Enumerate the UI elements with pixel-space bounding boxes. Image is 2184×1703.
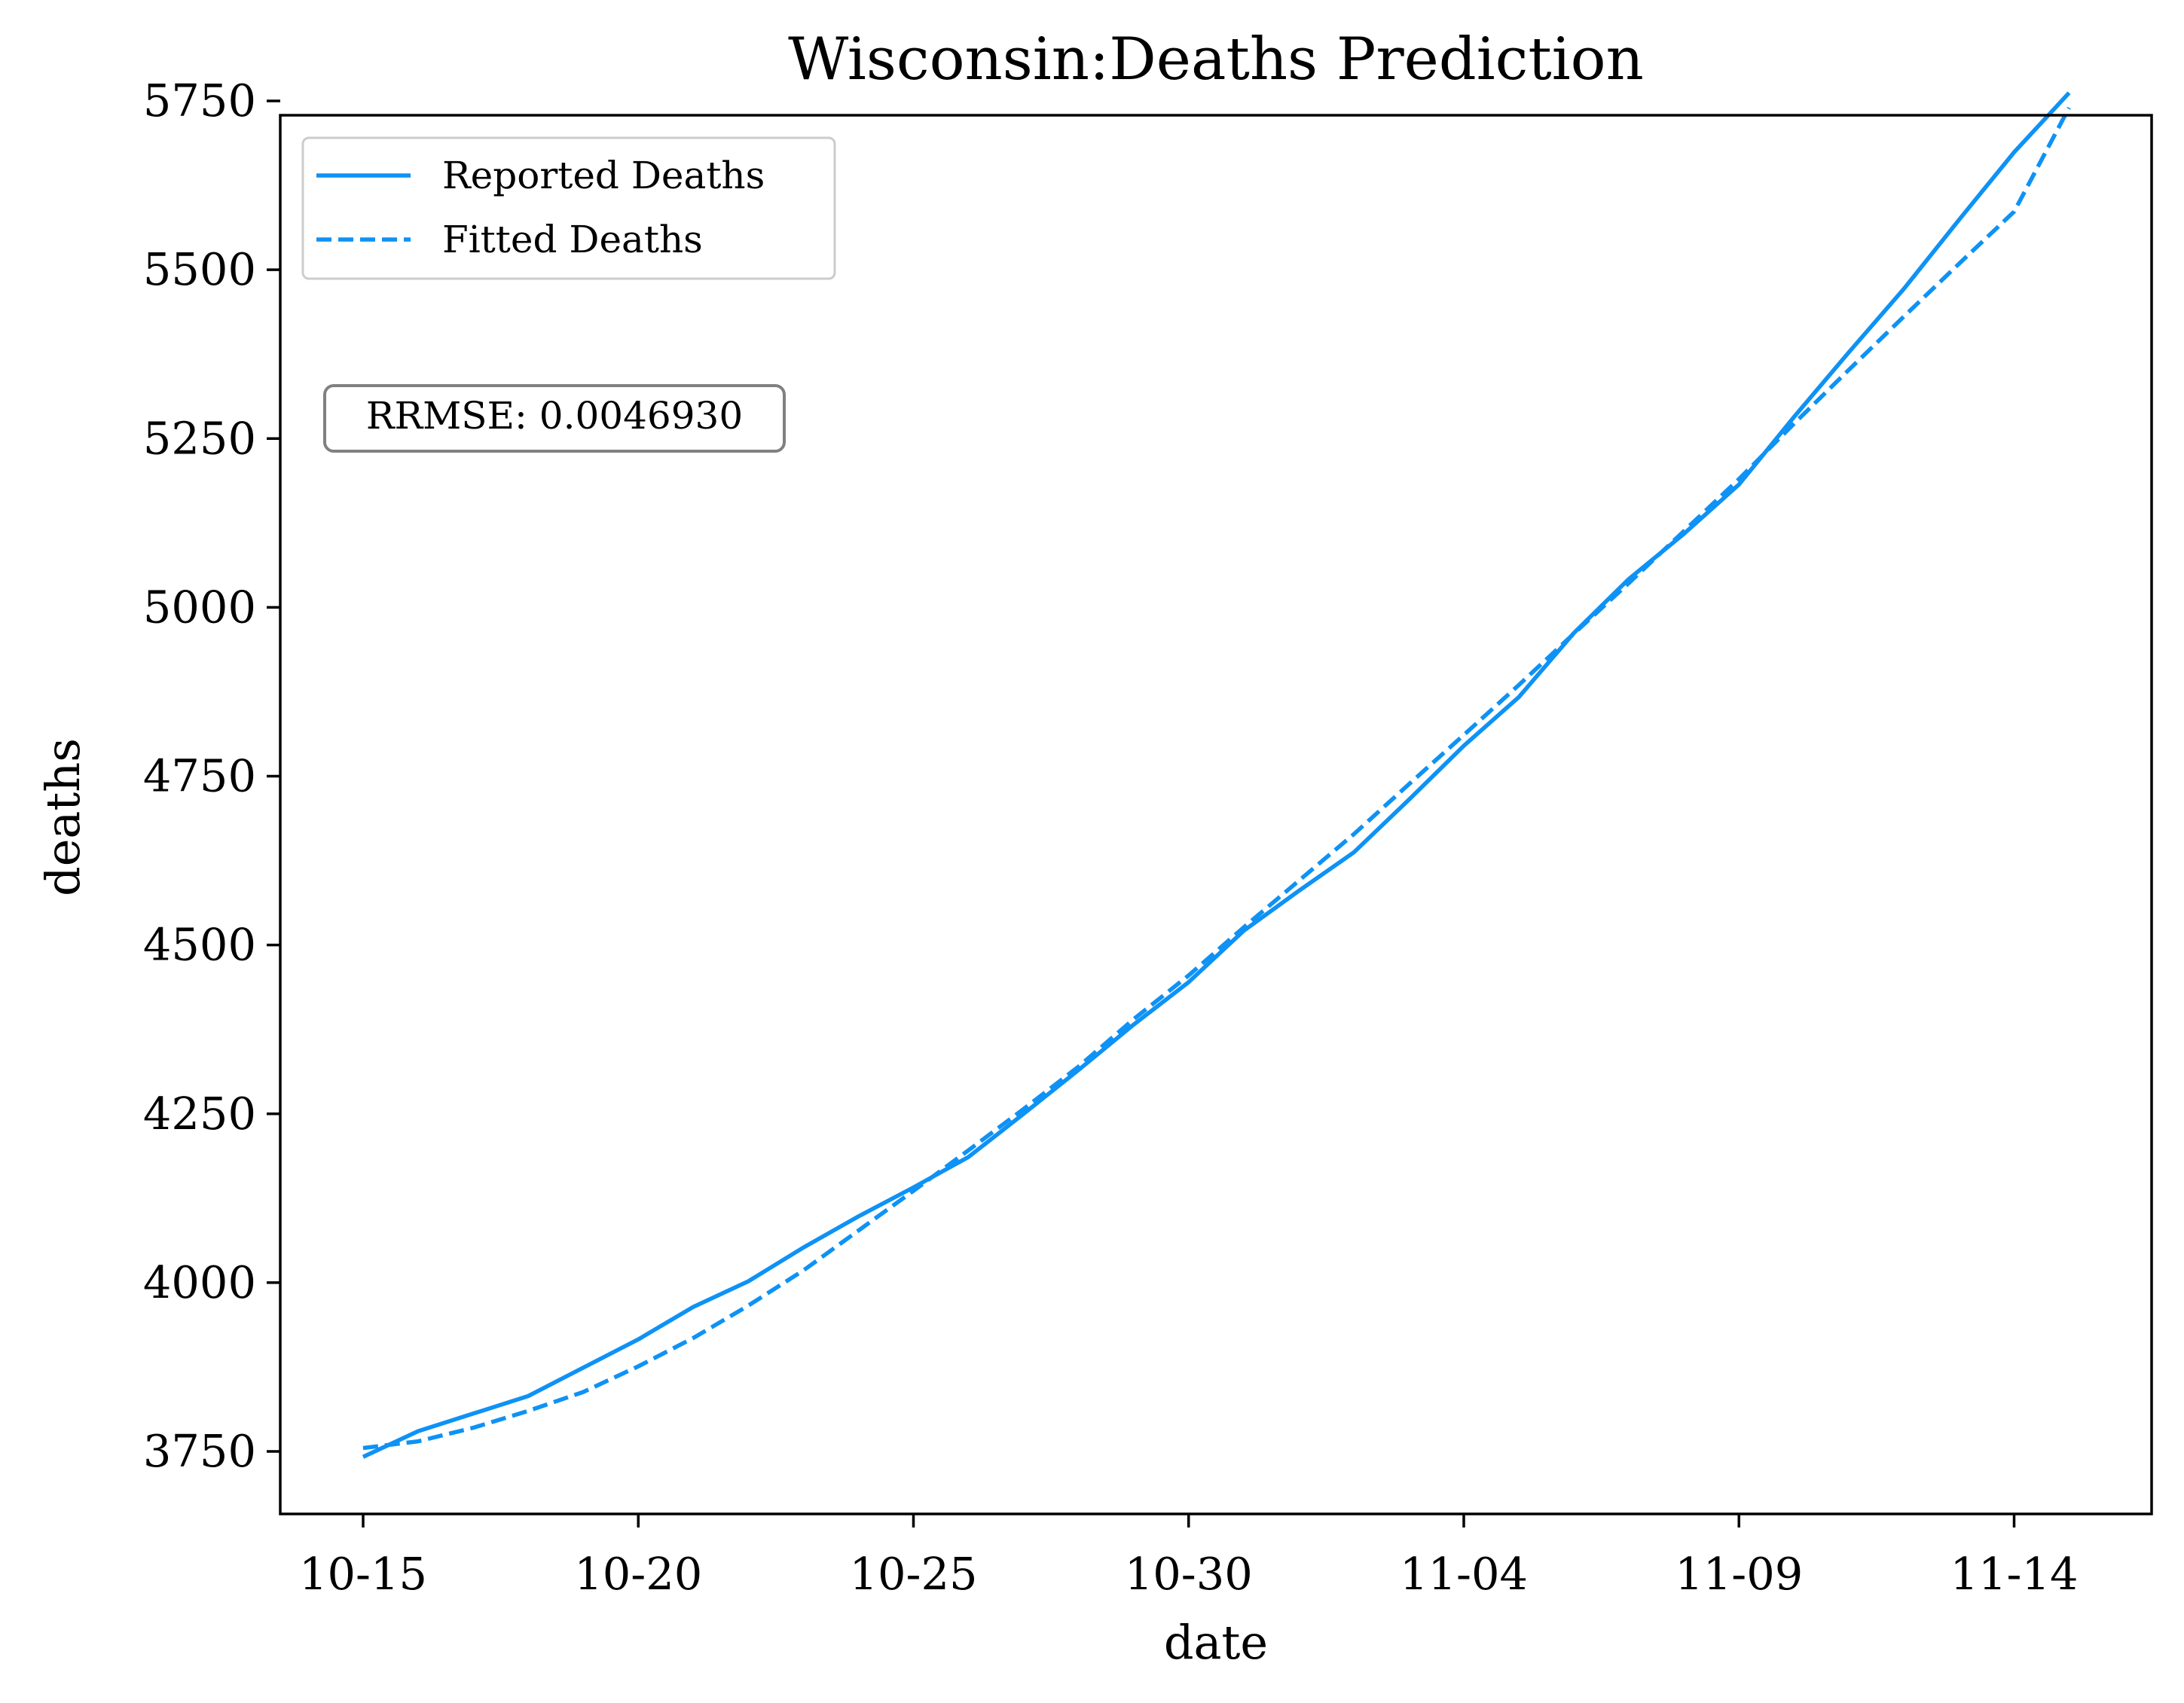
y-tick-label: 5750 [143,75,256,127]
y-tick-label: 4000 [143,1256,256,1308]
x-tick-label: 10-25 [849,1548,977,1600]
y-tick-label: 4750 [143,750,256,802]
y-tick-label: 5500 [143,243,256,295]
x-tick-label: 10-15 [299,1548,427,1600]
annotation-box [323,384,786,453]
plot-area [279,91,2153,1515]
chart-title: Wisconsin:Deaths Prediction [788,26,1644,93]
x-tick-label: 10-30 [1125,1548,1253,1600]
x-axis-label: date [1164,1615,1268,1670]
y-tick-label: 3750 [143,1425,256,1477]
y-tick-label: 4500 [143,919,256,971]
rrmse-annotation: RRMSE: 0.0046930 [323,384,786,453]
legend-label-reported: Reported Deaths [442,154,765,197]
x-tick-label: 11-09 [1675,1548,1803,1600]
y-tick-label: 4250 [143,1088,256,1140]
plot-frame [279,114,2153,1515]
x-axis-ticks: 10-15 10-20 10-25 10-30 11-04 11-09 11-14 [299,1514,2079,1600]
series-layer [362,91,2071,1459]
legend-label-fitted: Fitted Deaths [442,218,703,261]
x-tick-label: 11-04 [1400,1548,1528,1600]
y-tick-label: 5000 [143,581,256,633]
legend-box [301,136,836,280]
y-axis-label: deaths [35,738,90,896]
legend: Reported Deaths Fitted Deaths [301,136,836,280]
y-axis-ticks: 3750 4000 4250 4500 4750 5000 5250 5500 5750 [143,75,280,1477]
series-line-reported-deaths [362,91,2071,1459]
annotation-text: RRMSE: 0.0046930 [366,394,743,438]
x-tick-label: 10-20 [574,1548,702,1600]
y-tick-label: 5250 [143,412,256,464]
x-tick-label: 11-14 [1950,1548,2078,1600]
series-line-fitted-deaths [362,106,2071,1451]
